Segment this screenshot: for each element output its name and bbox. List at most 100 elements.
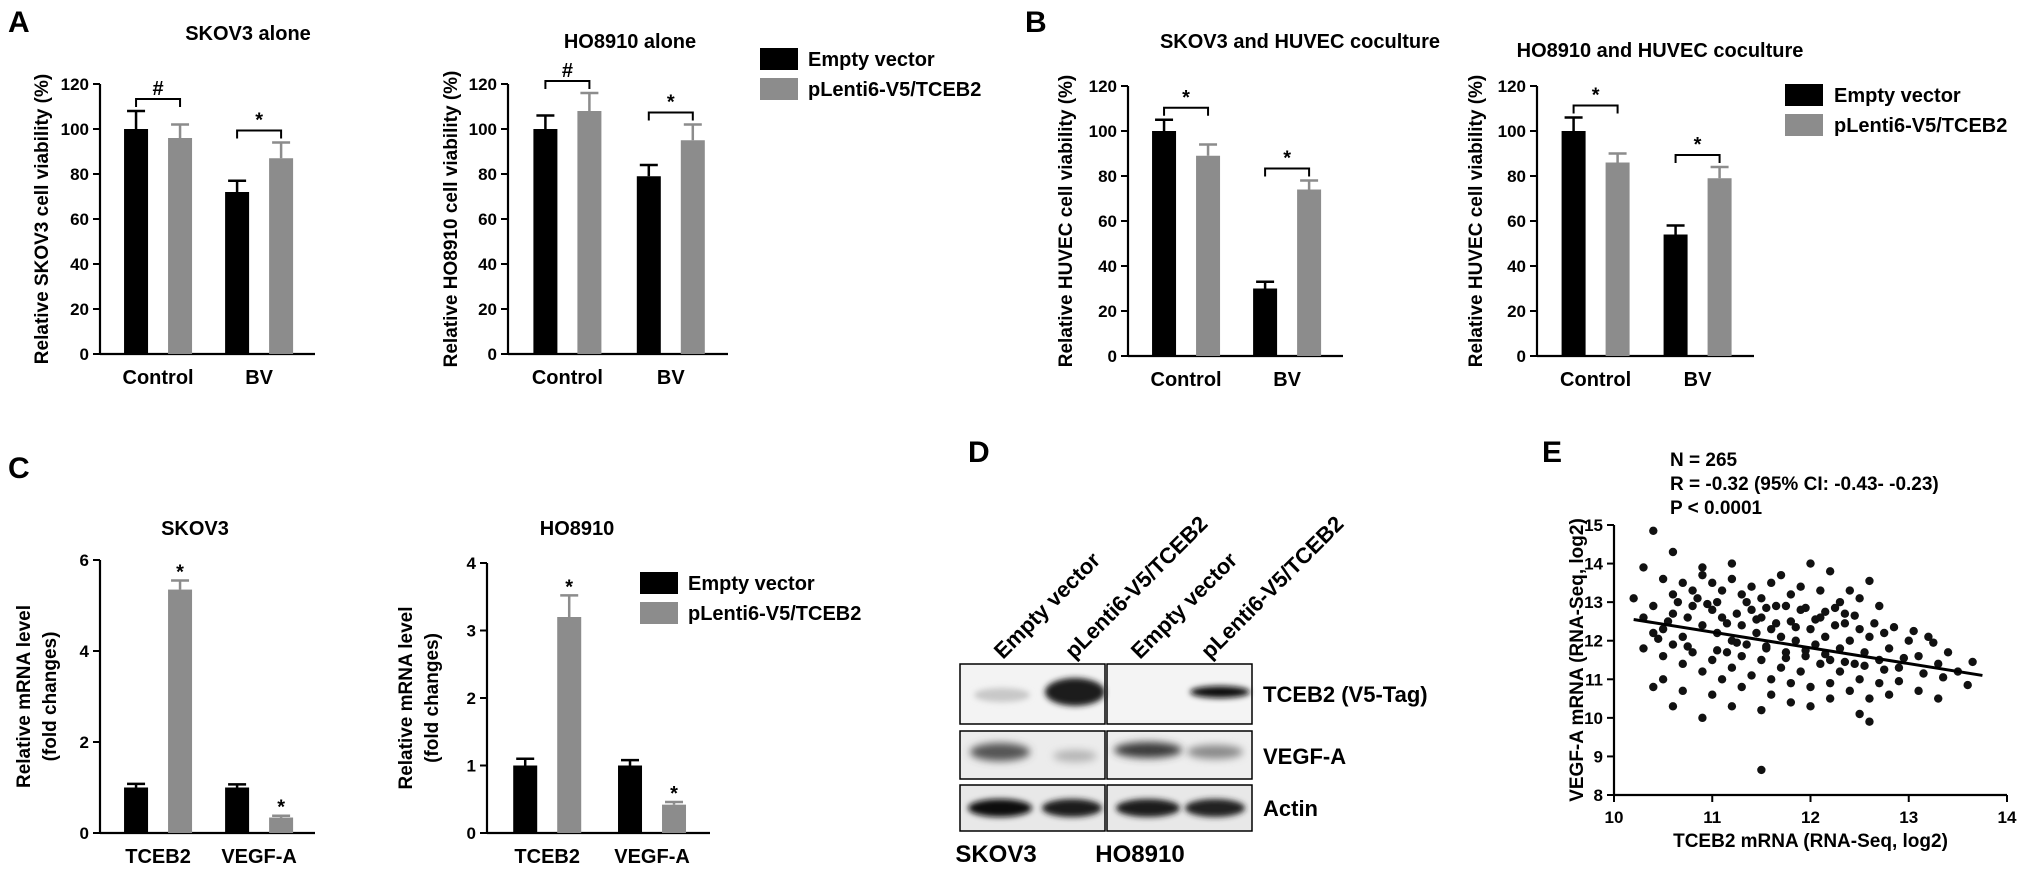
significance-bracket — [1572, 104, 1619, 114]
x-tick-label: TCEB2 — [125, 846, 191, 868]
scatter-point — [1752, 615, 1761, 624]
scatter-point — [1909, 626, 1918, 636]
scatter-point — [1825, 655, 1835, 665]
bar — [1561, 131, 1586, 356]
blot-row-label-actin: Actin — [1263, 796, 1318, 821]
scatter-point — [1727, 559, 1737, 568]
legend-a: Empty vector pLenti6-V5/TCEB2 — [760, 48, 981, 101]
y-tick-label: 80 — [1507, 167, 1526, 186]
chart-title: SKOV3 alone — [185, 23, 311, 45]
legend-swatch-empty-vector — [640, 572, 678, 594]
scatter-point — [1825, 678, 1835, 688]
scatter-point — [1786, 590, 1796, 599]
scatter-point — [1727, 663, 1737, 672]
scatter-point — [1781, 648, 1791, 657]
scatter-point — [1668, 609, 1678, 618]
scatter-point — [1757, 655, 1766, 665]
band — [1045, 678, 1105, 706]
y-tick-label: 120 — [469, 75, 497, 94]
scatter-point — [1639, 644, 1648, 653]
legend-swatch-tceb2 — [1785, 114, 1823, 136]
scatter-point — [1860, 648, 1869, 657]
scatter-point — [1708, 578, 1717, 588]
y-tick-label: 120 — [1498, 77, 1526, 96]
scatter-point — [1737, 621, 1746, 630]
scatter-point — [1821, 650, 1830, 659]
scatter-point — [1708, 605, 1717, 615]
scatter-point — [1698, 563, 1707, 572]
scatter-point — [1668, 547, 1678, 557]
scatter-point — [1757, 765, 1766, 775]
scatter-point — [1830, 603, 1840, 613]
legend-label-empty-vector: Empty vector — [808, 49, 935, 71]
x-tick-label: VEGF-A — [614, 846, 690, 868]
scatter-point — [1727, 702, 1737, 711]
y-axis-label: Relative SKOV3 cell viability (%) — [32, 74, 53, 364]
scatter-point — [1791, 623, 1800, 632]
chart-ho8910-huvec-coculture: 0 20 40 60 80 100 120 HO8910 and HUVEC cocultur… — [1466, 40, 1803, 391]
y-tick-label: 14 — [1584, 555, 1603, 574]
bar — [1663, 234, 1688, 356]
scatter-point — [1806, 624, 1815, 634]
scatter-point — [1776, 570, 1786, 580]
panel-letter-e: E — [1542, 436, 1562, 469]
scatter-point — [1904, 636, 1913, 645]
legend-label-empty-vector: Empty vector — [688, 573, 815, 595]
scatter-point — [1850, 659, 1859, 669]
scatter-point — [1742, 640, 1751, 649]
western-blot: Empty vector pLenti6-V5/TCEB2 Empty vect… — [955, 511, 1427, 868]
bar — [1707, 178, 1732, 356]
x-tick-label: 10 — [1605, 808, 1624, 827]
x-tick-label: 12 — [1801, 808, 1820, 827]
y-tick-label: 60 — [1098, 212, 1117, 231]
scatter-point — [1767, 624, 1776, 634]
scatter-point — [1698, 621, 1707, 630]
chart-title: SKOV3 and HUVEC coculture — [1160, 31, 1440, 53]
significance-mark: * — [1592, 85, 1600, 107]
chart-skov3-alone: 0 20 40 60 80 100 120 SKOV3 alone Relative SKOV3… — [32, 23, 315, 389]
scatter-point — [1727, 574, 1737, 584]
scatter-point — [1919, 669, 1928, 678]
scatter-point — [1747, 605, 1756, 615]
y-tick-label: 0 — [1517, 347, 1526, 366]
y-tick-label: 12 — [1584, 632, 1603, 651]
y-tick-label: 0 — [467, 824, 476, 843]
significance-bracket — [236, 129, 283, 139]
scatter-point — [1747, 671, 1756, 680]
significance-bracket — [1674, 154, 1721, 163]
y-tick-label: 120 — [61, 75, 89, 94]
scatter-point — [1767, 578, 1776, 588]
y-tick-label: 100 — [1498, 122, 1526, 141]
scatter-point — [1865, 694, 1874, 703]
scatter-point — [1796, 667, 1805, 676]
legend-label-tceb2: pLenti6-V5/TCEB2 — [808, 79, 981, 101]
significance-mark: * — [1694, 134, 1702, 156]
scatter-point — [1771, 601, 1781, 611]
y-tick-label: 0 — [80, 824, 89, 843]
legend-b: Empty vector pLenti6-V5/TCEB2 — [1785, 84, 2007, 137]
scatter-point — [1678, 686, 1687, 696]
y-tick-label: 120 — [1089, 77, 1117, 96]
y-axis-label-2: (fold changes) — [422, 633, 443, 763]
bar — [168, 138, 193, 354]
scatter-point — [1654, 634, 1663, 643]
y-tick-label: 11 — [1585, 670, 1603, 689]
y-tick-label: 100 — [469, 120, 497, 139]
y-axis-label: Relative HUVEC cell viability (%) — [1056, 75, 1077, 368]
chart-title: HO8910 — [540, 518, 615, 540]
legend-label-tceb2: pLenti6-V5/TCEB2 — [688, 603, 861, 625]
scatter-point — [1825, 694, 1835, 703]
scatter-point — [1737, 682, 1746, 692]
scatter-point — [1649, 628, 1658, 638]
scatter-point — [1811, 615, 1820, 624]
scatter-point — [1943, 648, 1953, 657]
significance-mark: * — [565, 576, 573, 598]
scatter-point — [1821, 632, 1830, 642]
scatter-point — [1934, 694, 1943, 703]
scatter-point — [1737, 590, 1746, 599]
scatter-point — [1845, 586, 1855, 595]
scatter-point — [1811, 640, 1820, 649]
scatter-point — [1855, 675, 1864, 684]
bar — [513, 765, 538, 833]
